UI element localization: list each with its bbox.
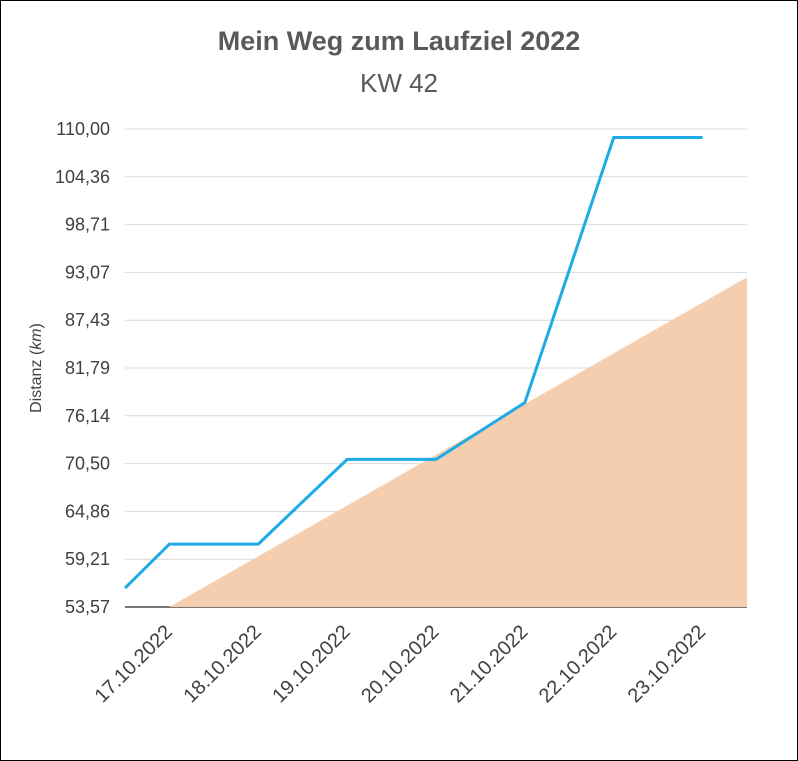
y-tick-label: 81,79	[65, 358, 110, 378]
distance-series-line	[123, 135, 703, 590]
x-tick-label: 18.10.2022	[179, 621, 265, 707]
x-tick-label: 22.10.2022	[535, 621, 621, 707]
y-tick-label: 110,00	[56, 119, 110, 139]
distance-line	[123, 135, 703, 590]
y-tick-label: 76,14	[65, 406, 110, 426]
target-area	[169, 277, 747, 607]
y-tick-label: 70,50	[65, 454, 110, 474]
y-tick-label: 64,86	[65, 501, 110, 521]
y-tick-label: 98,71	[65, 215, 110, 235]
y-tick-label: 53,57	[65, 597, 110, 617]
y-tick-label: 93,07	[65, 262, 110, 282]
target-area-fill	[169, 277, 747, 607]
y-tick-label: 87,43	[65, 310, 110, 330]
chart-title: Mein Weg zum Laufziel 2022	[217, 26, 581, 56]
x-tick-label: 17.10.2022	[91, 621, 177, 707]
x-tick-label: 23.10.2022	[624, 621, 710, 707]
y-axis-ticks: 53,57 59,21 64,86 70,50 76,14 81,79 87,43 93,07…	[55, 119, 110, 617]
x-axis-ticks: 17.10.2022 18.10.2022 19.10.2022 20.10.2022…	[91, 621, 710, 707]
x-tick-label: 20.10.2022	[357, 621, 443, 707]
y-axis-label: Distanz (km)	[28, 323, 45, 413]
x-tick-label: 19.10.2022	[268, 621, 354, 707]
x-tick-label: 21.10.2022	[446, 621, 532, 707]
y-tick-label: 104,36	[55, 167, 110, 187]
y-tick-label: 59,21	[65, 549, 110, 569]
chart-subtitle: KW 42	[359, 68, 439, 98]
